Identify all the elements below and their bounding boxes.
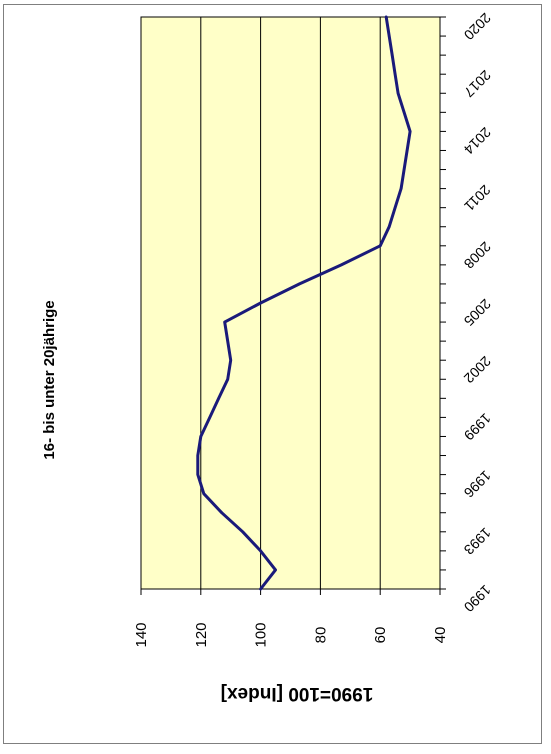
data-point [274, 568, 277, 572]
chart-frame: 40 60 80 100 120 140 1990 1993 1996 1999 2002 2005… [3, 4, 542, 744]
data-point [202, 492, 205, 495]
year-tick-label: 2014 [461, 124, 494, 157]
value-tick-label: 80 [312, 627, 329, 644]
data-point [226, 339, 229, 343]
value-tick-label: 40 [432, 627, 449, 644]
data-point [387, 34, 391, 38]
year-tick-label: 1999 [461, 410, 494, 443]
plot-area [140, 16, 441, 590]
data-point [196, 454, 200, 457]
data-point [241, 530, 244, 533]
value-tick-label: 140 [133, 622, 150, 647]
year-tick-label: 2005 [461, 296, 494, 329]
chart: 40 60 80 100 120 140 1990 1993 1996 1999 2002 2005… [41, 10, 494, 704]
value-tick-label: 100 [253, 622, 270, 647]
data-point [402, 111, 406, 114]
data-point [405, 149, 409, 152]
data-point [340, 263, 343, 267]
data-point [217, 397, 220, 400]
chart-title: 16- bis unter 20jährige [41, 300, 58, 459]
year-tick-label: 2002 [461, 353, 494, 386]
value-tick-label: 60 [372, 627, 389, 644]
data-point [226, 378, 229, 381]
y-axis-ticks: 40 60 80 100 120 140 [133, 588, 449, 648]
data-point [396, 92, 400, 95]
year-tick-label: 1990 [461, 582, 494, 615]
data-point [393, 73, 397, 76]
year-tick-label: 2017 [461, 67, 494, 100]
y-axis-title: 1990=100 [Index] [221, 683, 374, 704]
year-tick-label: 2008 [461, 239, 494, 272]
x-axis-ticks: 1990 1993 1996 1999 2002 2005 2008 2011 2014 2017… [439, 10, 494, 615]
data-point [390, 53, 394, 57]
data-point [399, 187, 403, 190]
data-point [208, 416, 211, 419]
data-point [384, 15, 388, 19]
data-point [298, 282, 301, 286]
data-point [196, 473, 200, 476]
data-point [259, 301, 262, 305]
value-tick-label: 120 [193, 622, 210, 647]
data-point [402, 168, 406, 171]
data-point [259, 549, 262, 553]
data-point [379, 244, 382, 247]
data-point [220, 511, 223, 514]
year-tick-label: 1993 [461, 525, 494, 558]
data-point [223, 320, 226, 324]
data-point [408, 130, 412, 133]
data-point [393, 206, 397, 209]
data-point [387, 225, 391, 228]
year-tick-label: 2011 [461, 182, 494, 215]
data-point [259, 587, 262, 591]
data-point [199, 435, 202, 438]
data-point [229, 359, 232, 362]
year-tick-label: 1996 [461, 467, 494, 500]
year-tick-label: 2020 [461, 10, 494, 43]
series-layer [196, 15, 412, 591]
